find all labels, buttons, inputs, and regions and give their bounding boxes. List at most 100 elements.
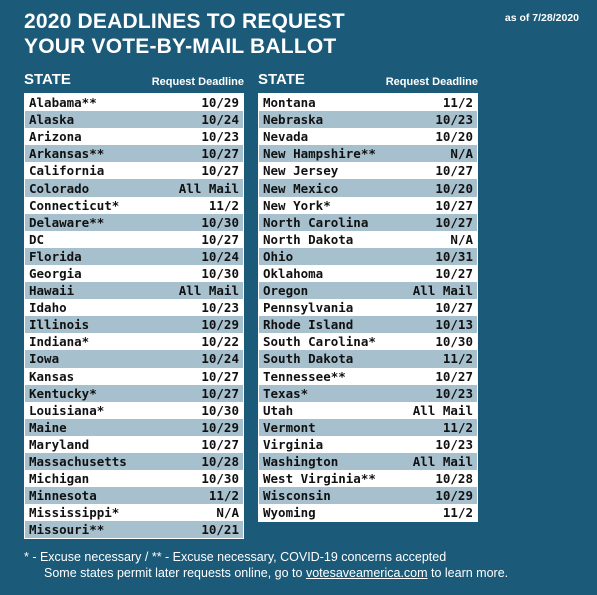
table-row: Illinois 10/29 xyxy=(25,316,243,334)
request-deadline: 10/27 xyxy=(201,163,239,179)
state-name: DC xyxy=(29,231,45,247)
table-row: DC 10/27 xyxy=(25,230,243,248)
request-deadline: 10/27 xyxy=(435,300,473,316)
state-name: Florida xyxy=(29,248,82,264)
request-deadline: All Mail xyxy=(178,283,239,299)
state-name: South Carolina* xyxy=(263,334,376,350)
title-line-1: 2020 DEADLINES TO REQUEST xyxy=(24,10,345,33)
table-row: Kentucky* 10/27 xyxy=(25,384,243,402)
state-name: Massachusetts xyxy=(29,454,127,470)
left-table: Alabama** 10/29 Alaska 10/24 Arizona 10/23 Ark… xyxy=(24,93,244,540)
request-deadline: 10/13 xyxy=(435,317,473,333)
footer-note-after: to learn more. xyxy=(427,566,509,580)
request-deadline: 10/27 xyxy=(201,231,239,247)
state-name: New York* xyxy=(263,197,331,213)
request-deadline: 10/21 xyxy=(201,522,239,538)
table-row: New Jersey 10/27 xyxy=(259,162,477,180)
table-row: Washington All Mail xyxy=(259,452,477,471)
table-row: Connecticut* 11/2 xyxy=(25,196,243,214)
table-row: Alabama** 10/29 xyxy=(25,94,243,112)
request-deadline: 10/30 xyxy=(201,265,239,281)
request-deadline: 10/29 xyxy=(435,488,473,504)
table-row: Wisconsin 10/29 xyxy=(259,487,477,505)
table-row: Minnesota 11/2 xyxy=(25,487,243,505)
state-name: California xyxy=(29,163,105,179)
request-deadline: 10/31 xyxy=(435,248,473,264)
table-row: Delaware** 10/30 xyxy=(25,213,243,231)
state-name: Michigan xyxy=(29,471,90,487)
request-deadline: 10/27 xyxy=(435,214,473,230)
table-row: Idaho 10/23 xyxy=(25,299,243,317)
table-row: Colorado All Mail xyxy=(25,179,243,197)
table-row: New York* 10/27 xyxy=(259,196,477,214)
state-name: Texas* xyxy=(263,385,309,401)
request-deadline: 10/27 xyxy=(201,368,239,384)
request-deadline: 10/27 xyxy=(435,197,473,213)
footer: * - Excuse necessary / ** - Excuse neces… xyxy=(24,549,508,581)
table-row: Arizona 10/23 xyxy=(25,128,243,146)
table-row: West Virginia** 10/28 xyxy=(259,470,477,488)
request-deadline: All Mail xyxy=(178,180,239,196)
table-row: Hawaii All Mail xyxy=(25,282,243,300)
state-name: New Jersey xyxy=(263,163,339,179)
deadline-header: Request Deadline xyxy=(385,76,478,88)
state-name: Alaska xyxy=(29,112,75,128)
state-name: Arizona xyxy=(29,129,82,145)
request-deadline: 11/2 xyxy=(442,505,473,521)
table-row: Oregon All Mail xyxy=(259,282,477,300)
request-deadline: 10/27 xyxy=(435,368,473,384)
right-table: Montana 11/2 Nebraska 10/23 Nevada 10/20 New H… xyxy=(258,93,478,523)
state-name: Wyoming xyxy=(263,505,316,521)
footer-note: Some states permit later requests online… xyxy=(24,565,508,581)
request-deadline: 10/27 xyxy=(201,385,239,401)
state-name: Montana xyxy=(263,95,316,111)
request-deadline: 10/29 xyxy=(201,317,239,333)
page-title: 2020 DEADLINES TO REQUEST YOUR VOTE-BY-M… xyxy=(24,9,345,59)
table-row: California 10/27 xyxy=(25,162,243,180)
state-name: Hawaii xyxy=(29,283,75,299)
table-row: Mississippi* N/A xyxy=(25,504,243,522)
request-deadline: All Mail xyxy=(412,283,473,299)
request-deadline: All Mail xyxy=(412,454,473,470)
state-name: Rhode Island xyxy=(263,317,354,333)
table-row: Nevada 10/20 xyxy=(259,128,477,146)
table-row: North Carolina 10/27 xyxy=(259,213,477,231)
state-name: Nebraska xyxy=(263,112,324,128)
state-name: Kansas xyxy=(29,368,75,384)
state-name: Maryland xyxy=(29,436,90,452)
request-deadline: 10/27 xyxy=(201,436,239,452)
state-name: Indiana* xyxy=(29,334,90,350)
footer-legend: * - Excuse necessary / ** - Excuse neces… xyxy=(24,550,447,564)
state-name: South Dakota xyxy=(263,351,354,367)
table-row: Pennsylvania 10/27 xyxy=(259,299,477,317)
table-row: Arkansas** 10/27 xyxy=(25,145,243,163)
request-deadline: 10/30 xyxy=(201,471,239,487)
state-name: Ohio xyxy=(263,248,294,264)
request-deadline: 10/20 xyxy=(435,180,473,196)
state-name: Iowa xyxy=(29,351,60,367)
table-row: Texas* 10/23 xyxy=(259,384,477,402)
table-row: South Carolina* 10/30 xyxy=(259,333,477,351)
table-row: Utah All Mail xyxy=(259,401,477,419)
title-line-2: YOUR VOTE-BY-MAIL BALLOT xyxy=(24,35,337,58)
footer-note-before: Some states permit later requests online… xyxy=(44,566,306,580)
table-row: North Dakota N/A xyxy=(259,230,477,248)
request-deadline: 11/2 xyxy=(442,95,473,111)
request-deadline: 11/2 xyxy=(442,419,473,435)
request-deadline: 10/27 xyxy=(201,146,239,162)
request-deadline: 11/2 xyxy=(442,351,473,367)
request-deadline: 10/28 xyxy=(201,454,239,470)
table-row: Oklahoma 10/27 xyxy=(259,264,477,283)
request-deadline: 10/23 xyxy=(435,112,473,128)
request-deadline: 10/22 xyxy=(201,334,239,350)
table-row: Louisiana* 10/30 xyxy=(25,401,243,419)
state-name: New Hampshire** xyxy=(263,146,376,162)
request-deadline: 10/30 xyxy=(201,402,239,418)
table-row: Vermont 11/2 xyxy=(259,418,477,436)
table-row: Florida 10/24 xyxy=(25,247,243,265)
table-row: Ohio 10/31 xyxy=(259,247,477,265)
state-name: Pennsylvania xyxy=(263,300,354,316)
state-name: Louisiana* xyxy=(29,402,105,418)
state-name: Maine xyxy=(29,419,67,435)
votesaveamerica-link[interactable]: votesaveamerica.com xyxy=(305,566,428,580)
